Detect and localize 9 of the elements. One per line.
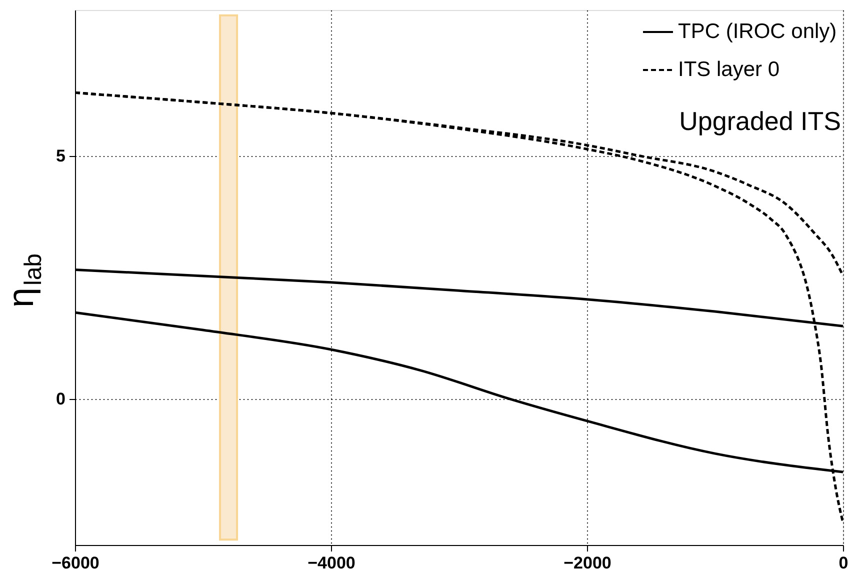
legend-label: TPC (IROC only) [678, 20, 837, 43]
legend-label: ITS layer 0 [678, 58, 780, 81]
x-tick-label: −6000 [52, 554, 100, 570]
y-tick-label: 5 [56, 146, 66, 166]
x-tick-label: −2000 [564, 554, 612, 570]
y-axis-title: ηlab [0, 253, 47, 308]
x-tick-label: 0 [838, 554, 848, 570]
x-tick-label: −4000 [308, 554, 356, 570]
annotation: Upgraded ITS [679, 106, 841, 136]
